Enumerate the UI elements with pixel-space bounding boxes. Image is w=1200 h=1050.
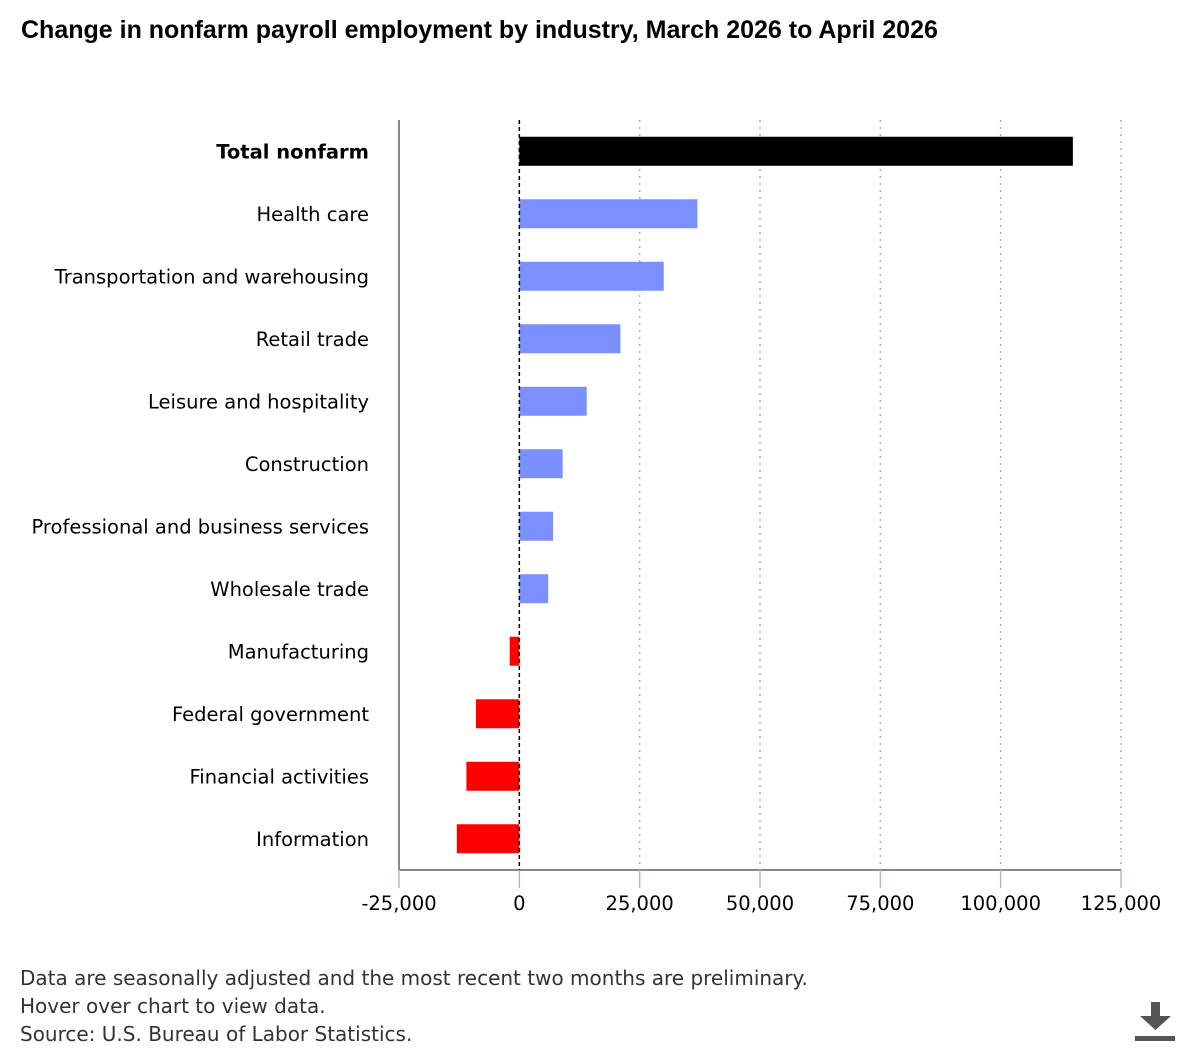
footnote-seasonal: Data are seasonally adjusted and the mos… bbox=[20, 966, 808, 990]
bar bbox=[519, 511, 554, 541]
category-label: Manufacturing bbox=[228, 640, 369, 663]
category-label: Transportation and warehousing bbox=[54, 265, 369, 288]
category-label: Leisure and hospitality bbox=[148, 390, 369, 413]
bar bbox=[519, 449, 563, 479]
category-label: Federal government bbox=[172, 703, 369, 726]
grid-layer bbox=[638, 120, 1122, 870]
bar bbox=[519, 261, 664, 291]
x-tick-label: 0 bbox=[513, 892, 525, 915]
bar bbox=[509, 636, 520, 666]
x-tick-label: 75,000 bbox=[846, 892, 914, 915]
download-button[interactable] bbox=[1130, 998, 1180, 1044]
bar-layer bbox=[456, 136, 1073, 854]
footnote-hover: Hover over chart to view data. bbox=[20, 994, 326, 1018]
category-label: Financial activities bbox=[190, 765, 370, 788]
bar bbox=[519, 386, 587, 416]
x-tick-label: 50,000 bbox=[726, 892, 794, 915]
x-tick-label: 125,000 bbox=[1081, 892, 1162, 915]
footnotes: Data are seasonally adjusted and the mos… bbox=[20, 964, 808, 1048]
category-label: Construction bbox=[245, 453, 369, 476]
bar bbox=[519, 324, 621, 354]
chart-title: Change in nonfarm payroll employment by … bbox=[21, 16, 938, 44]
bar bbox=[519, 574, 549, 604]
x-tick-label: 100,000 bbox=[960, 892, 1041, 915]
x-tick-label: 25,000 bbox=[606, 892, 674, 915]
bar bbox=[466, 761, 520, 791]
bar bbox=[519, 136, 1073, 166]
footnote-source: Source: U.S. Bureau of Labor Statistics. bbox=[20, 1022, 413, 1046]
category-label: Retail trade bbox=[256, 328, 369, 351]
category-label: Health care bbox=[257, 203, 370, 226]
category-label: Information bbox=[256, 828, 369, 851]
x-tick-labels: -25,000 0 25,000 50,000 75,000 100,000 125,000 bbox=[361, 892, 1161, 915]
bar-chart[interactable]: Total nonfarm Health care Transportation a… bbox=[0, 0, 1200, 950]
x-tick-label: -25,000 bbox=[361, 892, 436, 915]
bar bbox=[476, 699, 520, 729]
category-label: Professional and business services bbox=[32, 515, 369, 538]
axis-layer bbox=[398, 120, 1122, 888]
category-label: Wholesale trade bbox=[210, 578, 369, 601]
download-icon bbox=[1135, 1002, 1175, 1041]
bar bbox=[519, 199, 698, 229]
category-label: Total nonfarm bbox=[216, 140, 369, 163]
bar bbox=[456, 824, 520, 854]
category-labels: Total nonfarm Health care Transportation a… bbox=[32, 140, 370, 851]
